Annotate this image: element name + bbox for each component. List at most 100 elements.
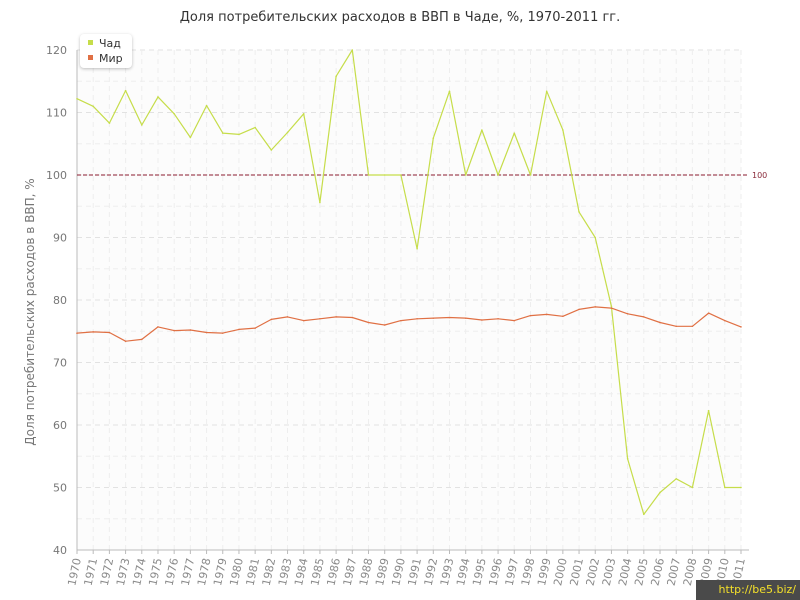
x-tick-label: 1973 <box>114 557 133 587</box>
watermark-link[interactable]: http://be5.biz/ <box>696 580 800 600</box>
x-tick-label: 1979 <box>211 557 230 587</box>
legend-item-world[interactable]: Мир <box>88 52 123 66</box>
data-point-world <box>416 317 418 320</box>
y-tick-label: 40 <box>53 544 67 557</box>
data-point-chad <box>675 477 678 480</box>
data-point-world <box>740 326 742 328</box>
data-point-chad <box>707 409 710 412</box>
x-tick-label: 2011 <box>729 557 748 587</box>
data-point-chad <box>740 486 742 489</box>
x-tick-label: 1980 <box>227 557 246 587</box>
y-tick-label: 110 <box>46 107 67 120</box>
data-point-world <box>707 312 710 314</box>
data-point-chad <box>108 122 111 124</box>
series-line-world <box>76 306 742 342</box>
x-tick-label: 1970 <box>65 557 84 587</box>
data-point-chad <box>610 305 613 308</box>
data-point-world <box>270 318 273 321</box>
data-point-world <box>351 316 354 319</box>
data-point-chad <box>157 96 159 98</box>
series-line-chad <box>76 49 741 516</box>
x-tick-label: 1972 <box>98 557 117 587</box>
data-point-chad <box>594 236 597 239</box>
x-tick-label: 2001 <box>567 557 586 587</box>
data-point-chad <box>545 90 548 93</box>
x-tick-label: 1987 <box>341 557 360 587</box>
data-point-world <box>432 317 435 319</box>
data-point-world <box>400 319 402 322</box>
x-tick-label: 1986 <box>325 557 344 587</box>
x-tick-label: 1991 <box>405 557 424 587</box>
data-point-chad <box>286 131 289 134</box>
data-point-world <box>545 313 548 316</box>
legend-swatch-chad <box>88 40 93 45</box>
data-point-world <box>529 314 532 317</box>
data-point-world <box>367 321 370 324</box>
data-point-world <box>92 331 94 333</box>
data-point-world <box>464 317 467 319</box>
data-point-chad <box>497 174 499 176</box>
data-point-world <box>691 325 694 328</box>
axis-layer: 4050607080901001101201970197119721973197… <box>46 44 749 587</box>
x-tick-label: 2010 <box>713 557 732 587</box>
grid-layer <box>76 49 742 551</box>
x-tick-label: 1984 <box>292 557 311 587</box>
legend-swatch-world <box>88 55 93 60</box>
data-point-world <box>659 321 661 324</box>
x-tick-label: 1995 <box>470 557 489 587</box>
data-point-world <box>173 329 175 332</box>
data-point-chad <box>92 105 94 108</box>
data-point-chad <box>124 89 127 92</box>
data-point-chad <box>529 174 532 176</box>
series-layer: 100 <box>76 49 767 516</box>
data-point-chad <box>254 126 256 129</box>
data-point-chad <box>238 133 240 136</box>
data-point-world <box>497 317 499 320</box>
data-point-world <box>626 312 629 315</box>
x-tick-label: 1990 <box>389 557 408 587</box>
y-tick-label: 100 <box>46 169 67 182</box>
data-point-chad <box>416 247 418 250</box>
data-point-world <box>157 326 159 328</box>
data-point-chad <box>221 132 224 134</box>
data-point-chad <box>691 486 694 489</box>
x-tick-label: 1996 <box>486 557 505 587</box>
x-tick-label: 2005 <box>632 557 651 587</box>
y-tick-label: 80 <box>53 294 67 307</box>
legend-label-chad: Чад <box>99 37 121 50</box>
x-tick-label: 1971 <box>82 557 101 587</box>
x-tick-label: 1998 <box>519 557 538 587</box>
data-point-chad <box>367 174 370 176</box>
x-tick-label: 2003 <box>600 557 619 587</box>
data-point-chad <box>205 104 208 107</box>
data-point-chad <box>270 149 273 151</box>
data-point-chad <box>513 132 516 134</box>
chart-title: Доля потребительских расходов в ВВП в Ча… <box>179 10 621 25</box>
legend[interactable]: Чад Мир <box>80 34 132 68</box>
data-point-world <box>221 332 224 334</box>
x-tick-label: 2000 <box>551 557 570 587</box>
x-tick-label: 2009 <box>697 557 716 587</box>
x-tick-label: 1975 <box>146 557 165 587</box>
legend-item-chad[interactable]: Чад <box>88 37 121 51</box>
data-point-world <box>643 316 645 318</box>
data-point-chad <box>319 201 321 204</box>
y-tick-label: 60 <box>53 419 67 432</box>
data-point-world <box>76 332 78 334</box>
x-tick-label: 1981 <box>244 557 263 587</box>
x-tick-label: 1997 <box>503 557 522 587</box>
x-tick-label: 1974 <box>130 557 149 587</box>
data-point-chad <box>481 129 483 131</box>
x-tick-label: 1976 <box>163 557 182 587</box>
data-point-chad <box>400 174 402 176</box>
data-point-world <box>124 340 127 343</box>
data-point-chad <box>464 174 467 176</box>
data-point-chad <box>383 174 386 176</box>
data-point-world <box>513 319 516 322</box>
x-tick-label: 1983 <box>276 557 295 587</box>
x-tick-label: 1989 <box>373 557 392 587</box>
data-point-world <box>610 307 613 309</box>
data-point-chad <box>302 112 305 115</box>
data-point-world <box>383 324 386 326</box>
